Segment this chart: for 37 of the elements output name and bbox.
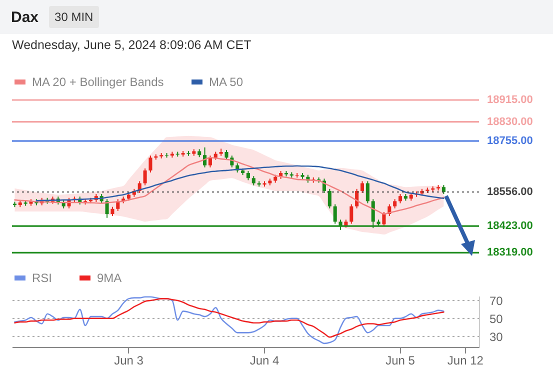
candlestick bbox=[366, 180, 370, 204]
x-tick-label: Jun 12 bbox=[447, 354, 484, 368]
y-tick-label: 70 bbox=[490, 294, 504, 308]
candlestick bbox=[110, 206, 114, 217]
legend-label: 9MA bbox=[97, 271, 122, 285]
legend-label: RSI bbox=[32, 271, 52, 285]
text: 30 MIN bbox=[48, 6, 100, 28]
candlestick bbox=[246, 170, 250, 181]
line-series bbox=[14, 296, 444, 344]
x-tick-label: Jun 5 bbox=[386, 354, 416, 368]
y-tick-label: 50 bbox=[490, 312, 504, 326]
legend-label: MA 50 bbox=[209, 75, 244, 89]
candlestick bbox=[398, 194, 402, 204]
candlestick bbox=[252, 176, 256, 186]
x-tick-label: Jun 3 bbox=[114, 354, 144, 368]
chart-subtitle: Wednesday, June 5, 2024 8:09:06 AM CET bbox=[12, 38, 252, 52]
chart-title: Dax bbox=[11, 8, 39, 26]
line-series bbox=[14, 298, 444, 338]
candlestick bbox=[148, 155, 152, 174]
candlestick bbox=[350, 204, 354, 224]
candlestick bbox=[328, 188, 332, 209]
x-tick-label: Jun 4 bbox=[250, 354, 280, 368]
ref-line-label: 18423.00 bbox=[487, 220, 533, 232]
candlestick bbox=[143, 168, 147, 186]
candlestick bbox=[224, 149, 228, 160]
legend-label: MA 20 + Bollinger Bands bbox=[32, 75, 164, 89]
candlestick bbox=[105, 198, 109, 218]
candlestick bbox=[208, 155, 212, 168]
ref-line-label: 18319.00 bbox=[487, 246, 533, 259]
ref-line-label: 18755.00 bbox=[487, 134, 533, 147]
ref-line-label: 18830.00 bbox=[487, 116, 533, 128]
y-tick-label: 30 bbox=[490, 330, 504, 344]
ref-line-label: 18915.00 bbox=[487, 94, 533, 106]
candlestick bbox=[382, 211, 386, 227]
candlestick bbox=[360, 180, 364, 194]
ref-line-label: 18556.00 bbox=[487, 186, 533, 198]
candlestick bbox=[393, 198, 397, 209]
